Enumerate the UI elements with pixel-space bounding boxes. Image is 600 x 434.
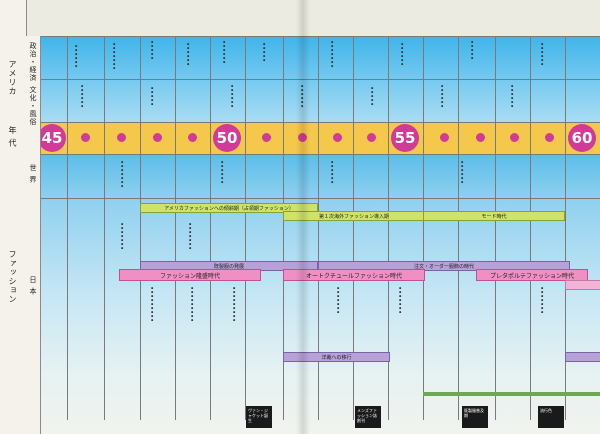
event-notes: ▪▪▪▪▪	[370, 86, 375, 106]
year-line	[318, 36, 319, 420]
event-notes: ▪▪▪▪▪▪	[230, 84, 235, 108]
year-line	[353, 36, 354, 420]
year-dot	[81, 133, 90, 142]
row-label-column: アメリカ 年 代 ファッション	[0, 0, 27, 434]
event-notes: ▪▪▪▪▪▪	[400, 42, 405, 66]
year-line	[104, 36, 105, 420]
year-line	[175, 36, 176, 420]
pret-a-porter-bar: プレタポルテファッション時代	[476, 269, 588, 281]
page-gutter	[296, 0, 310, 434]
year-dot	[262, 133, 271, 142]
event-notes: ▪▪▪▪▪▪	[74, 44, 79, 68]
year-line	[530, 36, 531, 420]
sublabel-column: 政治・経済 文化・風俗 世 界 日 本	[26, 36, 41, 434]
year-marker-60: 60	[568, 124, 596, 152]
year-dot	[333, 133, 342, 142]
caption-box: メンズファッション誌創刊	[355, 406, 381, 428]
header-strip	[0, 0, 600, 36]
event-notes: ▪▪▪▪▪▪▪▪▪	[150, 286, 155, 322]
event-notes: ▪▪▪▪▪	[470, 40, 475, 60]
politics-label: 政治・経済	[29, 42, 37, 82]
american-fashion-bar: アメリカファッションへの傾斜期（占領期ファッション）	[140, 203, 318, 213]
sewing-bar: 洋裁への移行	[283, 352, 390, 362]
year-line	[458, 36, 459, 420]
event-notes: ▪▪▪▪▪▪▪	[336, 286, 341, 314]
divider	[0, 198, 600, 199]
event-notes: ▪▪▪▪▪	[150, 40, 155, 60]
event-notes: ▪▪▪▪▪▪	[540, 42, 545, 66]
order-made-bar: 注文・オーダー服飾の時代	[318, 261, 570, 271]
year-marker-50: 50	[213, 124, 241, 152]
year-line	[423, 36, 424, 420]
event-notes: ▪▪▪▪▪	[262, 42, 267, 62]
year-line	[210, 36, 211, 420]
event-notes: ▪▪▪▪▪▪	[222, 40, 227, 64]
year-line	[565, 36, 566, 420]
year-dot	[476, 133, 485, 142]
event-notes: ▪▪▪▪▪▪	[440, 84, 445, 108]
haute-couture-bar: オートクチュールファッション時代	[283, 269, 425, 281]
world-band	[0, 154, 600, 198]
year-line	[140, 36, 141, 420]
event-notes: ▪▪▪▪▪	[150, 86, 155, 106]
year-dot	[153, 133, 162, 142]
year-dot	[117, 133, 126, 142]
mode-era-bar: モード時代	[423, 211, 565, 221]
event-notes: ▪▪▪▪▪▪▪	[188, 222, 193, 250]
world-label: 世 界	[29, 164, 37, 184]
year-dot	[188, 133, 197, 142]
event-notes: ▪▪▪▪▪▪	[300, 84, 304, 114]
year-line	[388, 36, 389, 420]
japan-label: 日 本	[29, 276, 37, 296]
year-marker-55: 55	[391, 124, 419, 152]
event-notes: ▪▪▪▪▪▪▪	[112, 42, 117, 70]
event-notes: ▪▪▪▪▪▪▪▪▪	[190, 286, 195, 322]
year-line	[245, 36, 246, 420]
year-line	[283, 36, 284, 420]
year-line	[67, 36, 68, 420]
year-dot	[298, 133, 307, 142]
caption-box: ヴァン・ジャケット誕生	[246, 406, 272, 428]
divider	[0, 36, 600, 37]
event-notes: ▪▪▪▪▪▪▪	[398, 286, 403, 314]
event-notes: ▪▪▪▪▪▪▪	[120, 160, 125, 188]
short-period-bar	[565, 280, 600, 290]
event-notes: ▪▪▪▪▪▪	[460, 160, 465, 184]
caption-box: 流行色	[538, 406, 564, 428]
event-notes: ▪▪▪▪▪▪	[80, 84, 85, 108]
event-notes: ▪▪▪▪▪▪	[510, 84, 515, 108]
fashion-boom-bar: ファッション隆盛時代	[119, 269, 261, 281]
long-period-line	[423, 392, 600, 396]
event-notes: ▪▪▪▪▪▪	[186, 42, 191, 66]
year-dot	[545, 133, 554, 142]
divider	[0, 154, 600, 155]
event-notes: ▪▪▪▪▪▪▪	[540, 286, 545, 314]
caption-box: 既製服普及期	[462, 406, 488, 428]
year-dot	[440, 133, 449, 142]
year-dot	[367, 133, 376, 142]
event-notes: ▪▪▪▪▪▪▪	[330, 40, 335, 68]
year-dot	[510, 133, 519, 142]
event-notes: ▪▪▪▪▪▪▪▪▪	[232, 286, 237, 322]
divider	[0, 79, 600, 80]
event-notes: ▪▪▪▪▪▪	[220, 160, 225, 184]
year-line	[495, 36, 496, 420]
era-label: 年 代	[8, 126, 17, 148]
culture-label: 文化・風俗	[29, 86, 37, 126]
event-notes: ▪▪▪▪▪▪▪	[120, 222, 125, 250]
fashion-label: ファッション	[8, 250, 17, 304]
america-label: アメリカ	[8, 60, 17, 96]
late-period-bar	[565, 352, 600, 362]
event-notes: ▪▪▪▪▪▪	[330, 160, 335, 184]
year-marker-45: 45	[38, 124, 66, 152]
divider	[0, 122, 600, 123]
